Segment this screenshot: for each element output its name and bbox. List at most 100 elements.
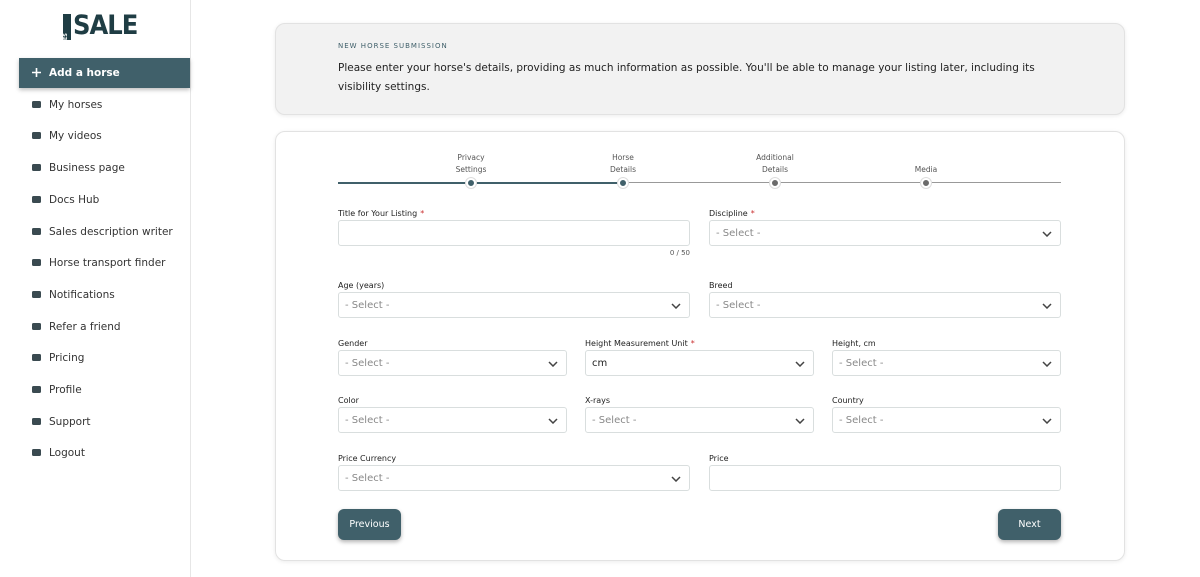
select-field[interactable]: - Select -	[338, 350, 567, 376]
text-input[interactable]	[709, 465, 1061, 491]
chevron	[795, 418, 805, 424]
nav-item[interactable]: Refer a friend	[19, 312, 190, 342]
field-value: - Select -	[716, 227, 761, 239]
nav-item[interactable]: Horse transport finder	[19, 248, 190, 278]
chevron	[671, 303, 681, 309]
nav-icon	[32, 322, 41, 330]
step-dot	[770, 178, 780, 188]
nav-icon	[32, 132, 41, 140]
field-label: Color	[338, 396, 359, 405]
required-mark: *	[690, 339, 695, 348]
field-label: X-rays	[585, 396, 610, 405]
select-field[interactable]: - Select -	[338, 292, 690, 318]
nav-item[interactable]: My videos	[19, 121, 190, 151]
step-label: Additional Details	[740, 150, 810, 176]
step-text: Media	[914, 165, 938, 174]
logo-small: HORSES	[63, 33, 69, 56]
required-mark: *	[750, 209, 755, 218]
nav-label: My videos	[49, 130, 102, 143]
chevron	[1042, 231, 1052, 237]
label-text: Price	[709, 454, 729, 463]
nav-item[interactable]: Support	[19, 407, 190, 437]
label-text: Height Measurement Unit	[585, 339, 688, 348]
nav-icon	[32, 417, 41, 425]
nav-label: Docs Hub	[49, 193, 100, 206]
nav-icon	[32, 290, 41, 298]
step-dot	[466, 178, 476, 188]
label-text: Country	[832, 396, 864, 405]
intro-label: NEW HORSE SUBMISSION	[338, 42, 448, 50]
field-value: - Select -	[592, 414, 637, 426]
required-mark: *	[420, 209, 425, 218]
nav-icon	[32, 354, 41, 362]
field-label: Title for Your Listing *	[338, 209, 424, 218]
select-field[interactable]: - Select -	[338, 407, 567, 433]
select-field[interactable]: - Select -	[832, 407, 1061, 433]
nav-label: Sales description writer	[49, 225, 173, 238]
field-label: Price	[709, 454, 729, 463]
label-text: Price Currency	[338, 454, 397, 463]
select-field[interactable]: - Select -	[832, 350, 1061, 376]
label-text: Gender	[338, 339, 368, 348]
nav-label: My horses	[49, 98, 103, 111]
chevron	[795, 361, 805, 367]
label-text: Height, cm	[832, 339, 876, 348]
nav-item[interactable]: Logout	[19, 438, 190, 468]
char-counter: 0 / 50	[669, 249, 690, 257]
field-value: cm	[592, 357, 608, 369]
nav-icon	[32, 68, 41, 77]
sidebar: HORSES SALE Add a horse My horses My video…	[0, 0, 191, 577]
field-label: Price Currency	[338, 454, 396, 463]
nav-item[interactable]: Notifications	[19, 280, 190, 310]
nav-label: Add a horse	[49, 67, 120, 79]
nav-label: Horse transport finder	[49, 257, 166, 270]
nav-item[interactable]: Profile	[19, 375, 190, 405]
field-label: Height Measurement Unit *	[585, 339, 695, 348]
chevron	[671, 476, 681, 482]
nav-label: Pricing	[49, 352, 85, 365]
step-label: Horse Details	[588, 150, 658, 176]
field-value: - Select -	[716, 299, 761, 311]
select-field[interactable]: - Select -	[709, 220, 1061, 246]
select-field[interactable]: - Select -	[585, 407, 814, 433]
nav-label: Business page	[49, 162, 125, 175]
select-field[interactable]: - Select -	[709, 292, 1061, 318]
chevron	[548, 418, 558, 424]
nav-icon	[32, 164, 41, 172]
field-value: - Select -	[839, 414, 884, 426]
nav-item[interactable]: Pricing	[19, 343, 190, 373]
chevron	[1042, 418, 1052, 424]
logo: SALE	[73, 10, 138, 41]
nav-item[interactable]: Docs Hub	[19, 185, 190, 215]
nav-icon	[32, 227, 41, 235]
field-label: Discipline *	[709, 209, 755, 218]
step-dot	[618, 178, 628, 188]
step-text: Horse Details	[609, 153, 636, 174]
select-field[interactable]: - Select -	[338, 465, 690, 491]
intro-text: Please enter your horse's details, provi…	[338, 62, 1035, 93]
select-field[interactable]: cm	[585, 350, 814, 376]
step-label: Privacy Settings	[436, 150, 506, 176]
nav-item[interactable]: Business page	[19, 153, 190, 183]
step-line-done	[338, 182, 623, 184]
nav-icon	[32, 195, 41, 203]
field-label: Height, cm	[832, 339, 876, 348]
nav-label: Notifications	[49, 288, 115, 301]
nav-item[interactable]: My horses	[19, 90, 190, 120]
field-label: Gender	[338, 339, 367, 348]
nav-icon	[32, 386, 41, 393]
text-input[interactable]	[338, 220, 690, 246]
chevron	[548, 361, 558, 367]
nav-label: Refer a friend	[49, 320, 121, 333]
nav-label: Support	[49, 415, 91, 428]
logo-mark: HORSES	[63, 14, 71, 56]
field-value: - Select -	[345, 414, 390, 426]
nav-item[interactable]: Sales description writer	[19, 217, 190, 247]
step-text: Additional Details	[756, 153, 794, 174]
previous-button[interactable]: Previous	[338, 509, 401, 540]
chevron	[1042, 303, 1052, 309]
field-value: - Select -	[345, 472, 390, 484]
nav-item[interactable]: Add a horse	[19, 58, 190, 88]
next-button[interactable]: Next	[998, 509, 1061, 540]
nav-label: Profile	[49, 384, 82, 396]
